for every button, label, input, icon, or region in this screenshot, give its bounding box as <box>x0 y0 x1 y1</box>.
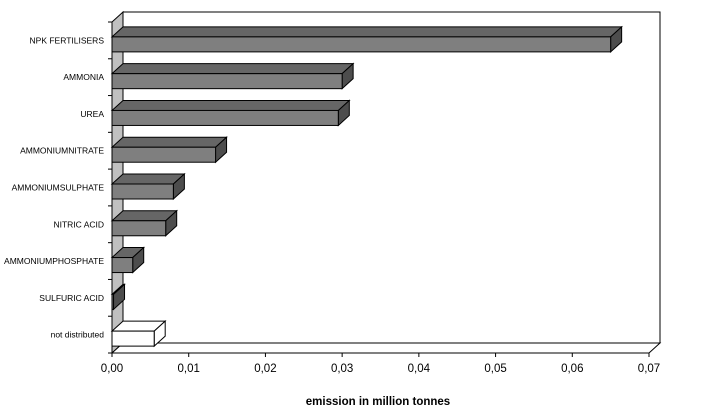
category-label-ammonium-sulphate: AMMONIUMSULPHATE <box>12 183 105 193</box>
bar-top-face <box>110 63 355 75</box>
bar-front-face <box>111 220 167 237</box>
category-labels: NPK FERTILISERS AMMONIA UREA AMMONIUMNITRAT… <box>4 35 104 339</box>
bar-front-face <box>111 293 115 310</box>
back-wall <box>122 11 661 344</box>
bar-top-face <box>110 136 228 148</box>
x-tick-label: 0,02 <box>254 363 276 375</box>
x-tick-label: 0,07 <box>638 363 660 375</box>
bar-front-face <box>111 73 343 90</box>
bar-npk-fertilisers <box>110 25 623 54</box>
x-tick-label: 0,00 <box>101 363 123 375</box>
bars-layer <box>110 25 623 348</box>
bar-sulfuric-acid <box>110 283 126 311</box>
plot-walls <box>108 10 662 355</box>
bar-top-face <box>110 99 351 111</box>
bar-front-face <box>111 257 134 274</box>
x-tick-label: 0,05 <box>484 363 506 375</box>
bar-front-face <box>111 146 217 163</box>
category-label-urea: UREA <box>80 109 104 119</box>
bar-ammonium-nitrate <box>110 136 228 164</box>
bar-front-face <box>111 183 174 200</box>
x-tick-label: 0,06 <box>561 363 583 375</box>
bar-front-face <box>111 109 339 126</box>
x-tick-label: 0,04 <box>408 363 431 375</box>
x-axis-title: emission in million tonnes <box>306 396 450 408</box>
category-label-not-distributed: not distributed <box>51 330 105 340</box>
category-label-ammonium-nitrate: AMMONIUMNITRATE <box>20 146 104 156</box>
bar-urea <box>110 99 351 127</box>
floor <box>110 342 662 354</box>
category-label-npk-fertilisers: NPK FERTILISERS <box>30 35 105 45</box>
category-label-sulfuric-acid: SULFURIC ACID <box>39 293 104 303</box>
x-tick-label: 0,03 <box>331 363 353 375</box>
bar-not-distributed <box>110 319 167 348</box>
bar-nitric-acid <box>110 209 178 237</box>
bar-top-face <box>110 26 623 38</box>
bar-front-face <box>111 330 155 347</box>
bar-ammonium-phosphate <box>110 246 146 274</box>
bar-front-face <box>111 36 612 53</box>
category-label-ammonia: AMMONIA <box>63 72 104 82</box>
category-label-nitric-acid: NITRIC ACID <box>53 219 104 229</box>
bar-top-face <box>110 173 186 185</box>
x-tick-labels: 0,00 0,01 0,02 0,03 0,04 0,05 0,06 0,07 <box>101 353 660 375</box>
bar-ammonia <box>110 62 355 90</box>
category-label-ammonium-phosphate: AMMONIUMPHOSPHATE <box>4 256 104 266</box>
bar-ammonium-sulphate <box>110 172 186 201</box>
x-tick-label: 0,01 <box>178 363 200 375</box>
